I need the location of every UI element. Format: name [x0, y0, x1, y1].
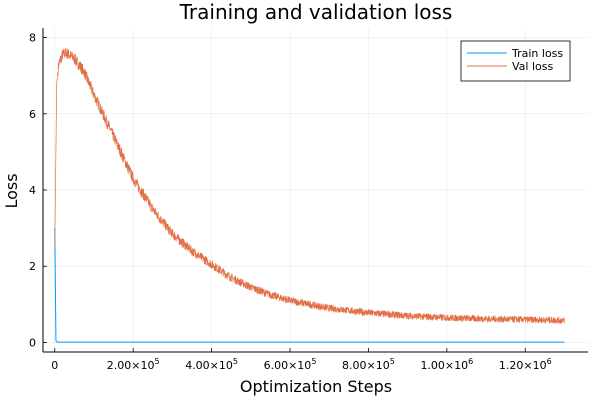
y-tick-label: 4	[29, 184, 36, 197]
x-tick-label: 1.20×106	[499, 357, 552, 372]
axes: 0 2.00×105 4.00×105 6.00×105 8.00×105 1.00×10…	[29, 28, 588, 372]
x-axis-label: Optimization Steps	[240, 377, 392, 396]
series-group	[54, 47, 565, 343]
y-tick-label: 6	[29, 108, 36, 121]
series-line-train-loss	[54, 228, 565, 343]
x-tick-label: 6.00×105	[264, 357, 317, 372]
grid	[43, 28, 588, 352]
y-tick-label: 2	[29, 260, 36, 273]
x-tick-label: 8.00×105	[342, 357, 395, 372]
x-tick-label: 2.00×105	[107, 357, 160, 372]
y-tick-label: 0	[29, 336, 36, 349]
x-tick-label: 4.00×105	[185, 357, 238, 372]
legend-label: Val loss	[512, 60, 553, 73]
legend-box	[460, 40, 571, 82]
series-line-val-loss	[54, 47, 565, 324]
x-tick-label: 0	[51, 359, 58, 372]
y-tick-label: 8	[29, 32, 36, 45]
y-axis-label: Loss	[2, 173, 21, 208]
x-tick-label: 1.00×106	[420, 357, 473, 372]
legend-label: Train loss	[511, 47, 563, 60]
chart-title: Training and validation loss	[179, 0, 453, 24]
